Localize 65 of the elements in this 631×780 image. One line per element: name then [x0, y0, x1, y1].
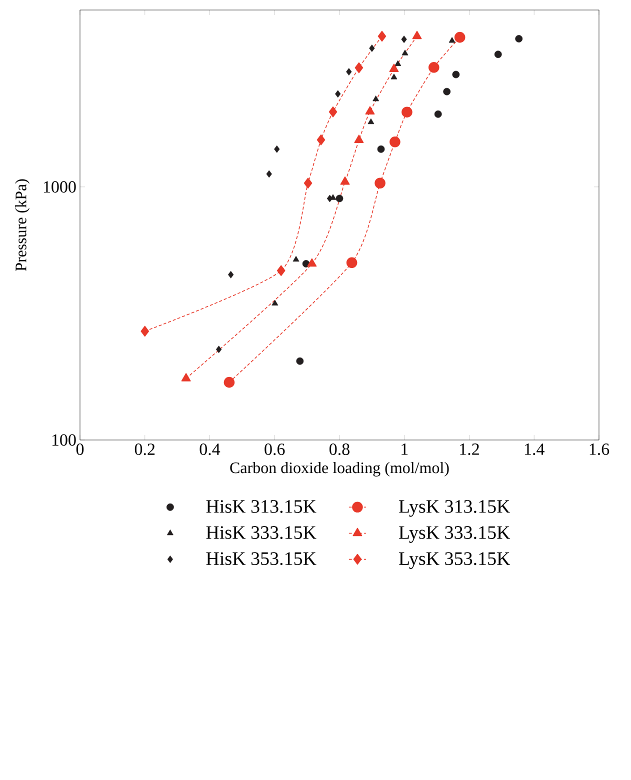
point — [326, 194, 333, 202]
x-tick-label: 0.4 — [200, 444, 220, 456]
x-tick-label: 0.2 — [134, 444, 155, 456]
legend-label: LysK 333.15K — [398, 526, 510, 543]
point — [390, 74, 398, 80]
point — [448, 37, 456, 43]
point — [402, 106, 412, 118]
point — [316, 134, 326, 146]
point — [454, 32, 466, 43]
point — [304, 178, 312, 189]
point — [402, 50, 408, 56]
point — [452, 70, 460, 78]
point — [368, 118, 374, 124]
legend-label: HisK 313.15K — [206, 500, 316, 513]
legend-label: LysK 313.15K — [398, 500, 510, 517]
point — [296, 357, 304, 365]
point — [389, 64, 399, 72]
point — [140, 326, 150, 337]
point — [346, 68, 352, 76]
point — [401, 36, 407, 44]
point — [216, 346, 222, 354]
point — [354, 134, 364, 143]
point — [272, 300, 278, 306]
point — [346, 257, 358, 268]
x-tick-label: 0.8 — [330, 444, 350, 456]
point — [266, 170, 272, 178]
point — [274, 145, 280, 153]
x-tick-label: 1 — [402, 444, 408, 455]
point — [328, 106, 338, 118]
point — [369, 44, 375, 52]
point — [181, 373, 191, 382]
y-tick-label: 100 — [52, 434, 76, 446]
point — [335, 90, 341, 98]
x-tick-label: 1.6 — [590, 444, 610, 456]
y-axis-title: Pressure (kPa) — [15, 179, 30, 271]
point — [372, 96, 380, 102]
point — [428, 62, 440, 73]
point — [354, 62, 364, 74]
x-axis-title: Carbon dioxide loading (mol/mol) — [230, 462, 449, 476]
point — [434, 110, 442, 118]
point — [224, 376, 235, 388]
point — [228, 270, 234, 278]
x-tick-label: 1.4 — [524, 444, 544, 455]
x-tick-label: 0 — [76, 444, 84, 456]
point — [378, 30, 386, 42]
point — [307, 258, 317, 267]
legend-label: HisK 353.15K — [206, 552, 316, 566]
point — [494, 50, 502, 58]
point — [394, 60, 402, 66]
point — [374, 178, 386, 189]
point — [336, 194, 344, 202]
point — [390, 136, 400, 148]
y-tick-label: 1000 — [44, 181, 76, 193]
point — [412, 30, 422, 40]
point — [276, 265, 286, 276]
x-tick-label: 0.6 — [264, 444, 285, 456]
point — [365, 106, 375, 114]
point — [292, 256, 300, 262]
point — [443, 88, 451, 96]
point — [515, 35, 523, 42]
legend-label: HisK 333.15K — [206, 526, 316, 540]
point — [377, 145, 385, 153]
point — [340, 176, 350, 185]
x-tick-label: 1.2 — [460, 444, 479, 456]
legend-label: LysK 353.15K — [398, 552, 510, 569]
